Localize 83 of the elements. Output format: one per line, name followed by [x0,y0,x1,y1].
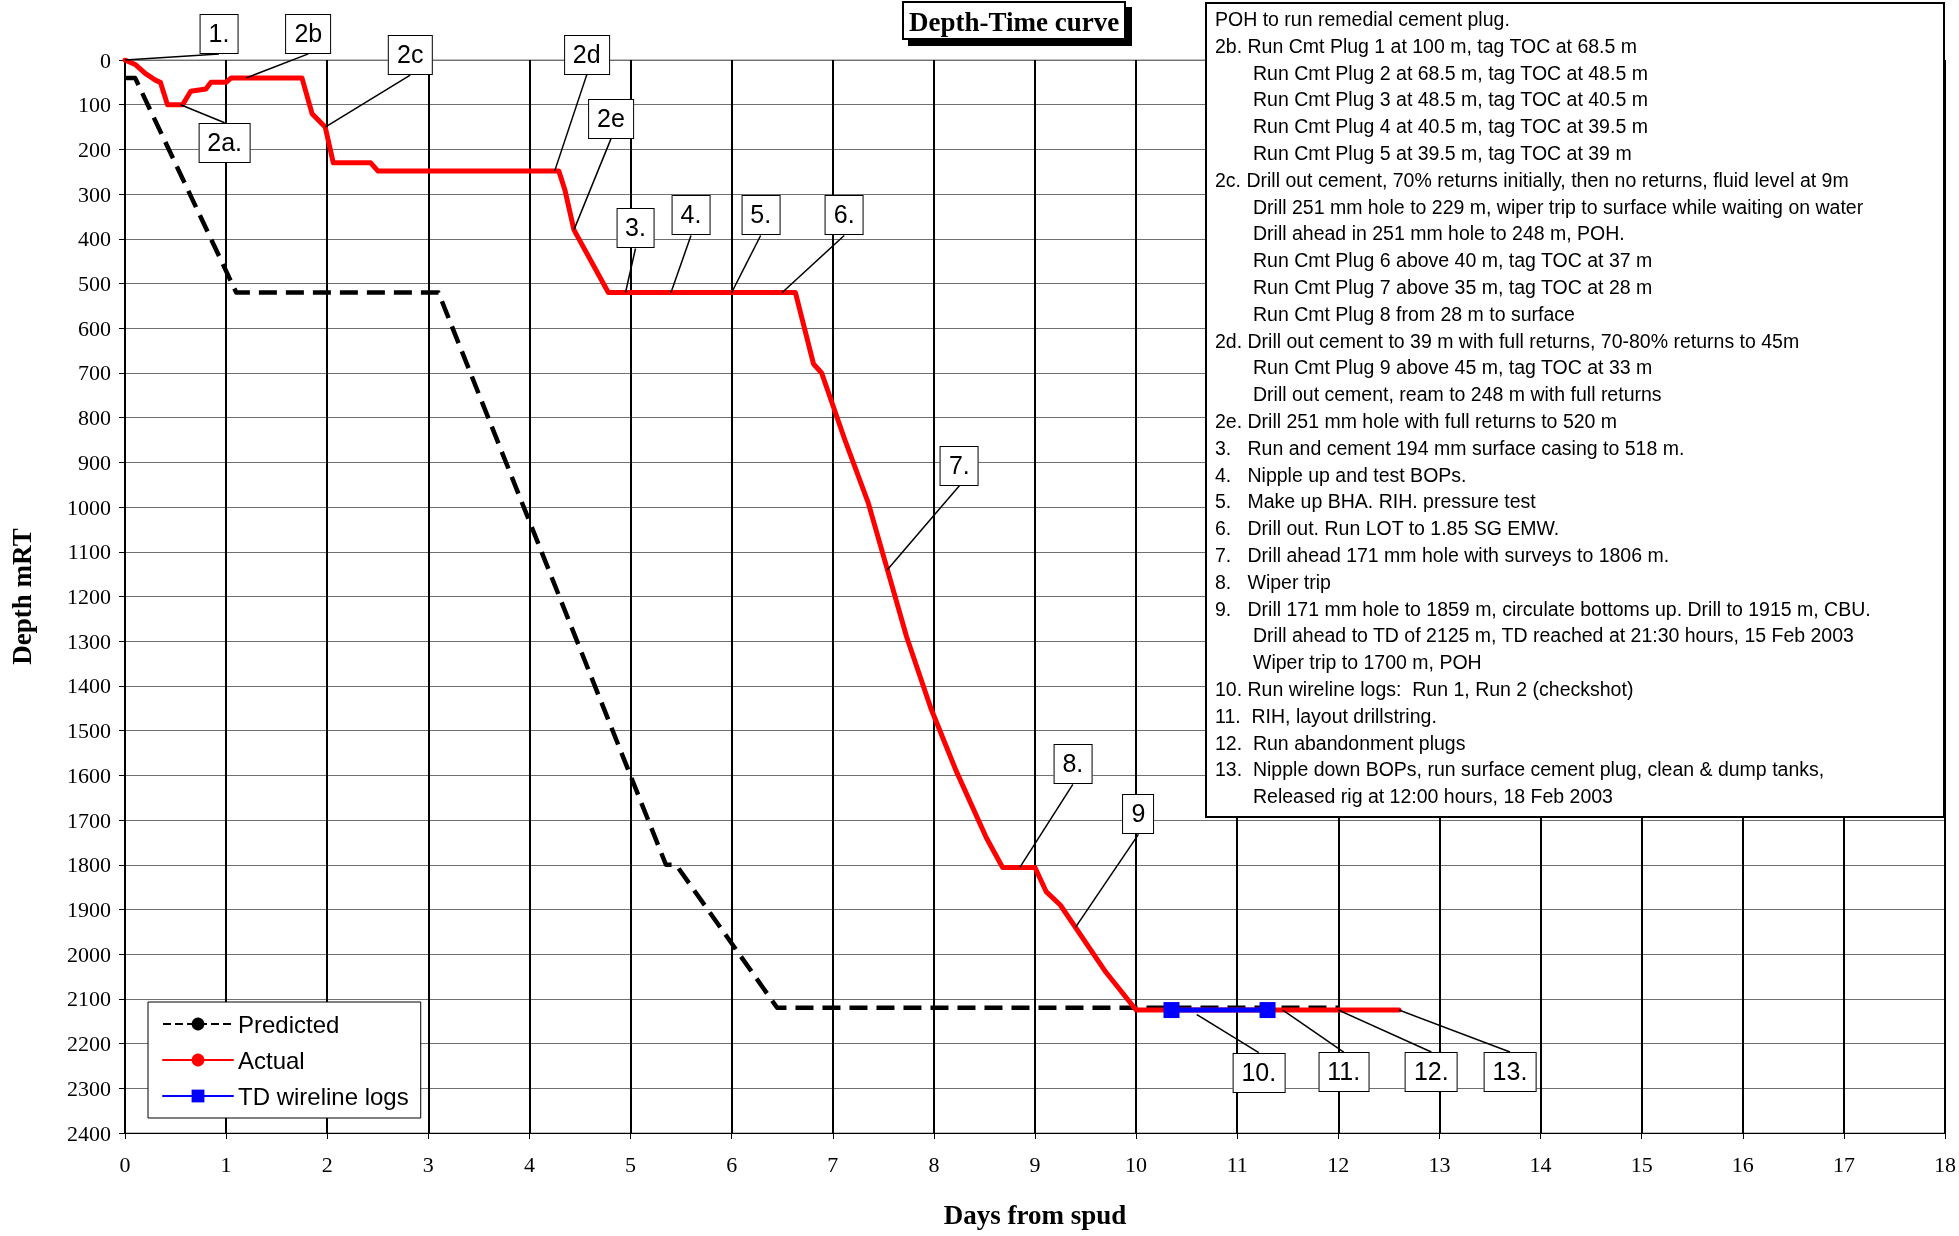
y-tick-label: 2000 [67,941,111,967]
annotation: 4. [671,195,711,236]
annotation: 10. Run wireline logs: Run 1, Run 2 (checkshot) [1215,676,1635,702]
x-tick-label: 7 [827,1151,839,1177]
y-tick-label: 1900 [67,896,111,922]
y-tick-label: 1300 [67,628,111,654]
x-tick-label: 6 [726,1151,738,1177]
legend-label: Actual [238,1046,305,1074]
annotation: 8. [1053,744,1093,785]
annotation: 3. [616,208,655,249]
y-tick-label: 1700 [67,807,111,833]
annotation: 2d [563,34,610,75]
y-tick-label: 100 [78,92,111,118]
annotation: 11. [1318,1052,1370,1093]
y-tick-label: 2300 [67,1075,111,1101]
x-tick-label: 11 [1226,1151,1248,1177]
y-tick-label: 300 [78,181,111,207]
annotation: 1. [199,14,239,54]
y-tick-label: 1200 [67,584,111,609]
annotation: 13. [1483,1052,1537,1093]
y-tick-label: 2400 [67,1120,111,1146]
x-tick-label: 1 [220,1151,232,1177]
x-tick-label: 15 [1630,1151,1653,1177]
x-tick-label: 9 [1029,1151,1041,1177]
x-tick-label: 12 [1327,1151,1350,1177]
y-tick-label: 1600 [67,762,111,788]
x-tick-label: 4 [523,1151,535,1177]
annotation: 12. Run abandonment plugs [1215,730,1467,756]
annotation: 7. [939,445,979,486]
x-tick-label: 5 [625,1151,637,1177]
annotation: 7. Drill ahead 171 mm hole with surveys to 1806 m. [1215,542,1671,568]
annotation: 2a. [198,122,251,163]
x-tick-label: 3 [422,1151,434,1177]
y-tick-label: 600 [78,315,111,341]
annotation: 9 [1122,794,1155,835]
y-tick-label: 1500 [67,718,111,744]
annotation: 2b. Run Cmt Plug 1 at 100 m, tag TOC at 68.5 m Run Cmt Plug 2 at 68.5 m, tag TOC at 48.5 m Run Cmt Plug 3 at 48.5 m, tag TOC at 40.5 m Run Cmt Plug 4 at 40.5 m, tag TOC at 39.5 m Run Cmt Plug 5 at 39.5 m, tag TOC at 39 m [1215,33,1649,166]
annotation: 13. Nipple down BOPs, run surface cement plug, clean & dump tanks, Released rig at 12:00 hours, 18 Feb 2003 [1215,757,1826,810]
legend-label: TD wireline logs [238,1082,409,1110]
y-tick-label: 700 [78,360,111,386]
annotation: 2b [285,13,332,54]
annotation: 2d. Drill out cement to 39 m with full returns, 70-80% returns to 45m Run Cmt Plug 9 above 45 m, tag TOC at 33 m Drill out cement, ream to 248 m with full returns [1215,328,1801,408]
x-tick-label: 14 [1529,1151,1552,1177]
annotation: 3. Run and cement 194 mm surface casing to 518 m. [1215,435,1686,461]
y-tick-label: 2200 [67,1031,111,1057]
x-tick-label: 0 [119,1151,131,1177]
y-tick-label: 800 [78,405,111,431]
legend-label: Predicted [238,1010,340,1038]
x-tick-label: 18 [1934,1151,1956,1177]
x-tick-label: 16 [1731,1151,1754,1177]
annotation: 8. Wiper trip [1215,569,1332,595]
x-tick-label: 17 [1832,1151,1855,1177]
y-tick-label: 1100 [67,539,111,565]
y-tick-label: 500 [78,271,111,297]
y-axis-title: Depth mRT [6,528,37,665]
annotation: 12. [1404,1052,1458,1093]
annotation: 2e [588,98,634,139]
y-tick-label: 900 [78,449,111,475]
text: POH to run remedial cement plug. [1215,8,1510,30]
y-tick-label: 1400 [67,673,111,699]
x-axis-title: Days from spud [943,1199,1127,1230]
y-tick-label: 200 [78,136,111,162]
annotation: 6. Drill out. Run LOT to 1.85 SG EMW. [1215,516,1561,542]
y-tick-label: 400 [78,226,111,252]
annotation: 11. RIH, layout drillstring. [1215,703,1438,729]
annotation: 4. Nipple up and test BOPs. [1215,462,1468,488]
x-tick-label: 8 [928,1151,940,1177]
annotation: 6. [824,195,864,236]
x-tick-label: 10 [1125,1151,1148,1177]
annotation: 10. [1232,1052,1286,1093]
annotation: 2c [387,35,433,76]
chart-title: Depth-Time curve [909,6,1120,37]
annotation: 5. Make up BHA. RIH. pressure test [1215,489,1537,515]
y-tick-label: 1000 [67,494,111,520]
annotation: 2c. Drill out cement, 70% returns initially, then no returns, fluid level at 9m Drill 251 mm hole to 229 m, wiper trip to surface while waiting on water Drill ahead in 251 mm hole to 248 m, POH. Run Cmt Plug 6 above 40 m, tag TOC at 37 m Run Cmt Plug 7 above 35 m, tag TOC at 28 m Run Cmt Plug 8 from 28 m to surface [1215,167,1865,327]
annotation: 5. [741,195,781,236]
y-tick-label: 2100 [67,986,111,1012]
x-tick-label: 2 [321,1151,333,1177]
y-tick-label: 0 [100,47,111,73]
x-tick-label: 13 [1428,1151,1451,1177]
annotation: 9. Drill 171 mm hole to 1859 m, circulate bottoms up. Drill to 1915 m, CBU. Drill ahead to TD of 2125 m, TD reached at 21:30 hours, 15 Feb 2003 Wiper trip to 1700 m, POH [1215,596,1872,676]
y-tick-label: 1800 [67,852,111,878]
annotation: 2e. Drill 251 mm hole with full returns to 520 m [1215,408,1619,434]
